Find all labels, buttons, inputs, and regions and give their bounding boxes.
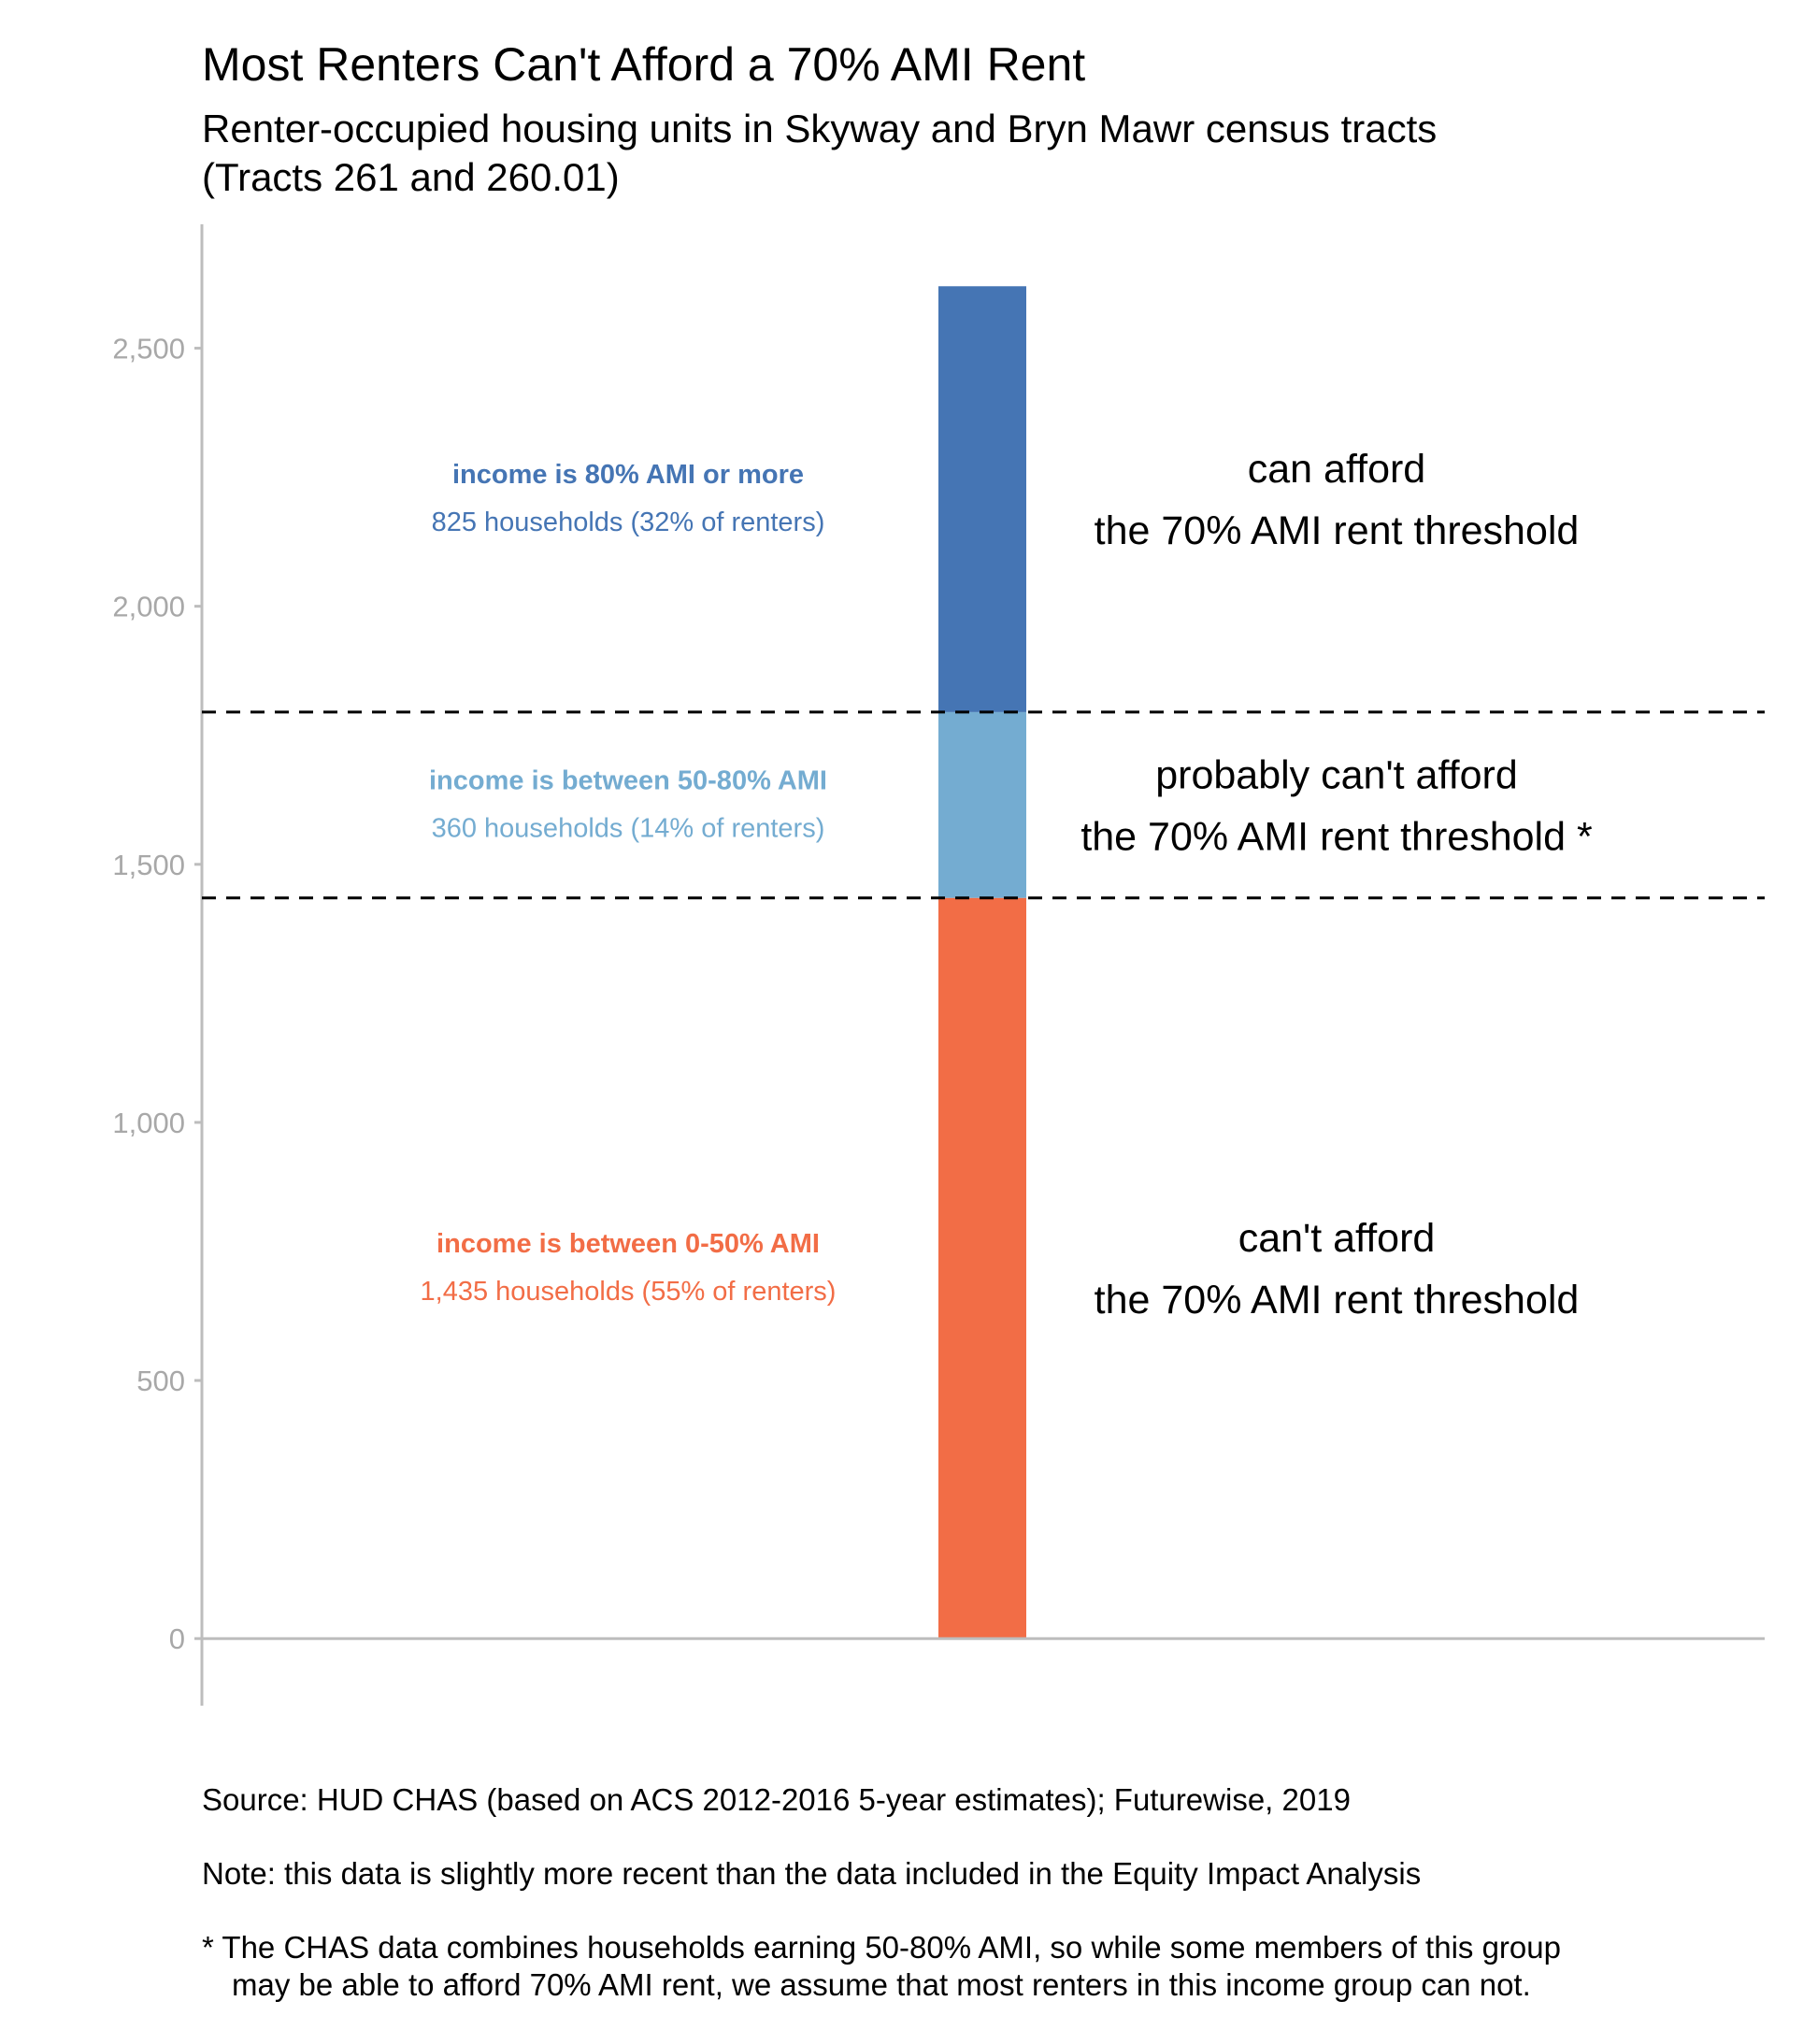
group-label-detail: 360 households (14% of renters) [432, 813, 825, 843]
asterisk-footnote-line-2: may be able to afford 70% AMI rent, we a… [232, 1967, 1531, 2002]
bar-segment-2 [938, 711, 1026, 898]
bar-segment-1 [938, 897, 1026, 1639]
y-tick-label: 0 [169, 1622, 185, 1655]
data-note: Note: this data is slightly more recent … [202, 1856, 1422, 1891]
y-tick-label: 1,500 [112, 849, 185, 881]
stacked-bar-chart: 0 500 1,000 1,500 2,000 2,500 income is betwee… [112, 224, 1765, 1706]
group-label-title: income is between 50-80% AMI [429, 765, 827, 795]
afford-annotation-line-1: can afford [1248, 447, 1425, 492]
y-tick-label: 500 [136, 1365, 185, 1397]
afford-annotation-line-2: the 70% AMI rent threshold [1095, 508, 1580, 553]
group-label-detail: 1,435 households (55% of renters) [421, 1277, 837, 1307]
source-note: Source: HUD CHAS (based on ACS 2012-2016… [202, 1782, 1351, 1817]
afford-annotation-line-1: can't afford [1238, 1216, 1436, 1261]
y-tick-label: 2,000 [112, 591, 185, 623]
group-label-detail: 825 households (32% of renters) [432, 507, 825, 537]
asterisk-footnote-line-1: * The CHAS data combines households earn… [202, 1930, 1561, 1965]
afford-annotation-line-2: the 70% AMI rent threshold * [1080, 814, 1593, 859]
y-tick-label: 2,500 [112, 333, 185, 365]
group-label-title: income is between 0-50% AMI [436, 1229, 820, 1259]
chart-title: Most Renters Can't Afford a 70% AMI Rent [202, 38, 1086, 91]
y-tick-label: 1,000 [112, 1107, 185, 1139]
chart-subtitle: Renter-occupied housing units in Skyway … [202, 105, 1437, 202]
subtitle-line-2: (Tracts 261 and 260.01) [202, 155, 620, 199]
afford-annotation-line-2: the 70% AMI rent threshold [1095, 1278, 1580, 1322]
afford-annotation-line-1: probably can't afford [1155, 752, 1518, 797]
bar-segment-3 [938, 286, 1026, 712]
group-label-title: income is 80% AMI or more [452, 460, 804, 490]
subtitle-line-1: Renter-occupied housing units in Skyway … [202, 107, 1438, 150]
asterisk-footnote: * The CHAS data combines households earn… [202, 1929, 1561, 2004]
